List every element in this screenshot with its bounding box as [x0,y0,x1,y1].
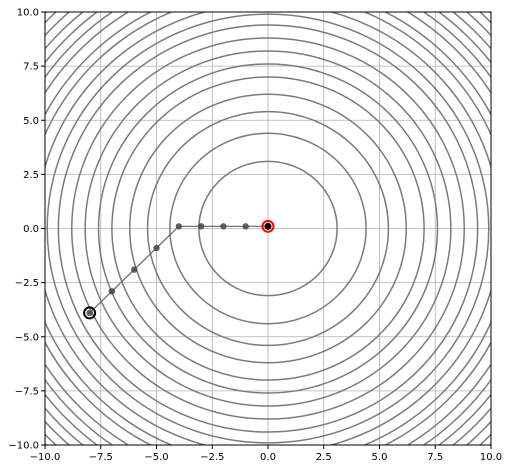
x-tick-label: −10.0 [30,452,61,463]
contour-line [97,63,439,394]
path-point [108,288,116,295]
axis-ticks: −10.0 −7.5 −5.0 −2.5 0.0 2.5 5.0 7.5 10.0 10.0 7.5… [8,8,502,464]
y-tick-label: 2.5 [23,170,39,181]
x-tick-label: 2.5 [316,452,332,463]
contour-line [46,13,490,444]
y-tick-label: 7.5 [23,62,39,73]
path-point [131,266,138,273]
contour-line [169,132,367,325]
contour-line [146,110,390,347]
path-point [220,223,227,230]
end-point [264,222,272,230]
end-marker [261,219,275,233]
path-point [242,223,249,230]
start-marker [83,306,97,320]
y-tick-label: −5.0 [15,332,39,343]
contour-line [71,37,465,420]
y-tick-label: 10.0 [17,8,39,19]
x-tick-label: 0.0 [260,452,276,463]
x-tick-label: 10.0 [480,452,502,463]
y-tick-label: −7.5 [15,386,39,397]
path-point [175,223,182,230]
contour-line [128,93,408,364]
y-tick-label: −10.0 [8,441,39,452]
contour-line [57,24,479,433]
x-tick-label: −5.0 [144,452,168,463]
contour-line [111,76,425,381]
y-tick-label: 0.0 [23,224,39,235]
x-tick-label: 5.0 [372,452,388,463]
path-point [86,309,93,317]
optimization-path [83,219,275,320]
contour-line [84,50,452,407]
x-tick-label: −7.5 [89,452,113,463]
x-tick-label: −2.5 [200,452,224,463]
path-point [153,244,160,252]
y-tick-label: 5.0 [23,116,39,127]
path-point [197,223,205,230]
x-tick-label: 7.5 [427,452,443,463]
y-tick-label: −2.5 [15,278,39,289]
